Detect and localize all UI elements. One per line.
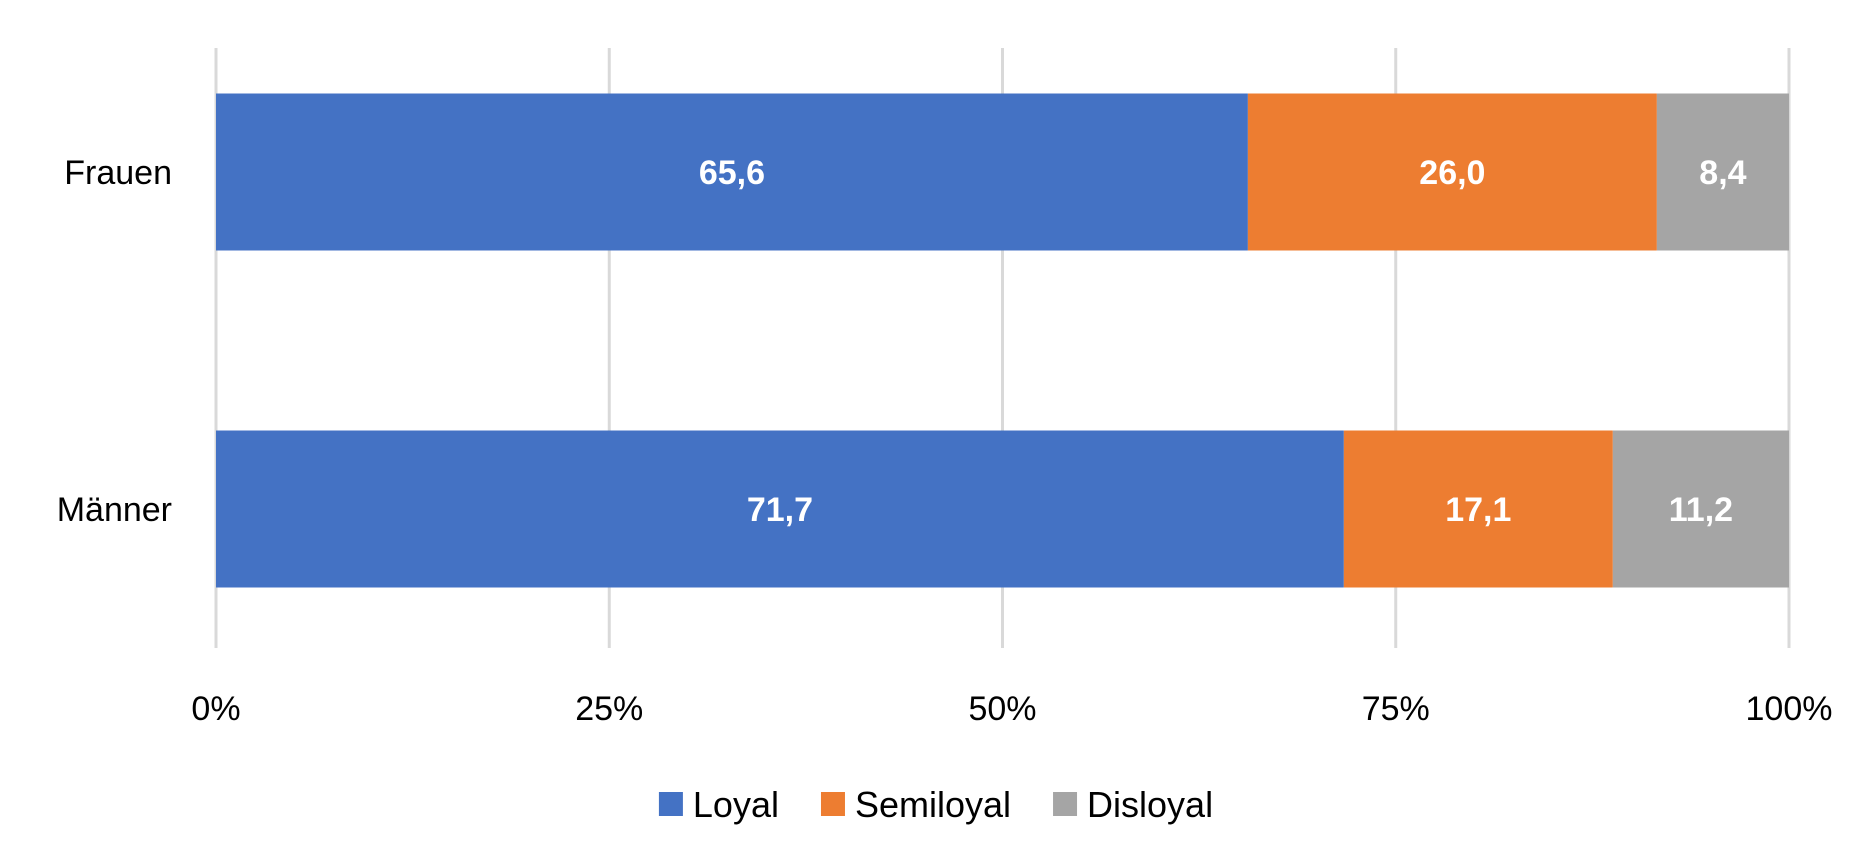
x-tick-labels: 0% 25% 50% 75% 100% xyxy=(191,690,1832,728)
bar-semiloyal-0 xyxy=(1247,93,1657,251)
data-label-disloyal-1: 11,2 xyxy=(1669,491,1733,529)
legend-item-disloyal: Disloyal xyxy=(1053,784,1213,825)
data-label-disloyal-0: 8,4 xyxy=(1699,154,1746,192)
category-labels: Frauen Männer xyxy=(57,154,172,529)
legend-swatch-semiloyal xyxy=(820,792,845,816)
data-label-loyal-1: 71,7 xyxy=(747,491,813,529)
bar-loyal-0 xyxy=(216,93,1248,251)
x-tick-label-0: 0% xyxy=(191,690,240,728)
category-label-1: Männer xyxy=(57,491,172,529)
legend-label-disloyal: Disloyal xyxy=(1087,784,1213,825)
x-tick-label-3: 75% xyxy=(1362,690,1430,728)
legend: Loyal Semiloyal Disloyal xyxy=(658,784,1213,825)
legend-swatch-disloyal xyxy=(1053,792,1078,816)
category-label-0: Frauen xyxy=(64,154,172,192)
bars: 65,6 26,0 8,4 71,7 17,1 11,2 xyxy=(216,93,1789,588)
legend-label-semiloyal: Semiloyal xyxy=(855,784,1011,825)
data-label-semiloyal-0: 26,0 xyxy=(1419,154,1485,192)
x-tick-label-2: 50% xyxy=(968,690,1036,728)
legend-swatch-loyal xyxy=(658,792,683,816)
x-tick-label-1: 25% xyxy=(575,690,643,728)
bar-disloyal-0 xyxy=(1656,93,1789,251)
data-label-loyal-0: 65,6 xyxy=(699,154,765,192)
legend-label-loyal: Loyal xyxy=(693,784,779,825)
legend-item-loyal: Loyal xyxy=(658,784,779,825)
bar-loyal-1 xyxy=(216,430,1344,588)
data-label-semiloyal-1: 17,1 xyxy=(1445,491,1511,529)
x-tick-label-4: 100% xyxy=(1746,690,1833,728)
legend-item-semiloyal: Semiloyal xyxy=(820,784,1011,825)
bar-semiloyal-1 xyxy=(1343,430,1613,588)
bar-disloyal-1 xyxy=(1612,430,1789,588)
